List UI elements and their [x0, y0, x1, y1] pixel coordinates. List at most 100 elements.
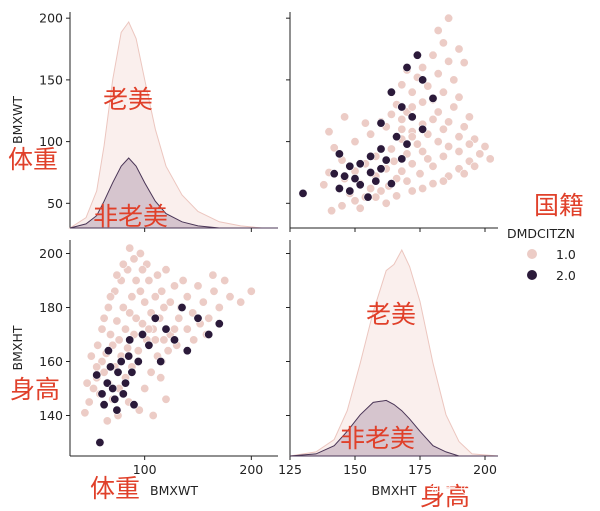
scatter-point-bottom-left-2.0 — [124, 351, 134, 361]
legend: DMDCITZN 1.0 2.0 — [507, 226, 576, 283]
scatter-point-bottom-left-1.0 — [161, 394, 171, 404]
scatter-point-bottom-left-1.0 — [153, 270, 163, 280]
scatter-point-top-right-2.0 — [407, 112, 417, 122]
annotation-weight-us: 老美 — [103, 85, 153, 114]
scatter-point-top-right-1.0 — [444, 13, 454, 23]
scatter-point-bottom-left-1.0 — [165, 297, 175, 307]
scatter-point-bottom-left-1.0 — [134, 405, 144, 415]
scatter-point-top-right-1.0 — [464, 139, 474, 149]
scatter-point-top-right-2.0 — [418, 75, 428, 85]
scatter-point-top-right-1.0 — [386, 144, 396, 154]
scatter-point-bottom-left-1.0 — [246, 286, 256, 296]
scatter-point-bottom-left-2.0 — [113, 367, 123, 377]
annotation-weight-bottom: 体重 — [90, 474, 140, 503]
scatter-point-top-right-1.0 — [459, 169, 469, 179]
scatter-point-top-right-1.0 — [428, 114, 438, 124]
scatter-point-top-right-1.0 — [444, 142, 454, 152]
scatter-point-bottom-left-1.0 — [174, 313, 184, 323]
x-axis-title-bmxht: BMXHT — [372, 483, 417, 498]
scatter-point-bottom-left-1.0 — [118, 302, 128, 312]
scatter-point-top-right-1.0 — [433, 137, 443, 147]
scatter-point-bottom-left-1.0 — [97, 324, 107, 334]
scatter-point-top-right-1.0 — [350, 137, 360, 147]
scatter-point-bottom-left-2.0 — [116, 356, 126, 366]
scatter-point-bottom-left-2.0 — [161, 324, 171, 334]
scatter-point-bottom-left-1.0 — [133, 346, 143, 356]
scatter-point-bottom-left-2.0 — [106, 362, 116, 372]
scatter-point-bottom-left-1.0 — [146, 367, 156, 377]
scatter-point-bottom-left-1.0 — [129, 254, 139, 264]
scatter-point-top-right-1.0 — [397, 80, 407, 90]
x-tick-label-ht: 150 — [343, 462, 367, 477]
annotation-nationality: 国籍 — [534, 191, 584, 220]
x-axis-title-bmxwt: BMXWT — [150, 483, 198, 498]
scatter-point-bottom-left-2.0 — [108, 383, 118, 393]
y-axis-title-bmxwt: BMXWT — [10, 96, 25, 144]
scatter-point-top-right-1.0 — [366, 184, 376, 194]
scatter-point-top-right-1.0 — [454, 147, 464, 157]
panels-group: 50 100 150 200 140 160 180 200 100 200 125 150 175 20… — [10, 11, 499, 498]
scatter-point-bottom-left-2.0 — [133, 356, 143, 366]
scatter-point-top-right-1.0 — [423, 154, 433, 164]
scatter-point-bottom-left-1.0 — [99, 313, 109, 323]
scatter-point-bottom-left-1.0 — [144, 324, 154, 334]
scatter-point-bottom-left-1.0 — [214, 302, 224, 312]
scatter-point-top-right-1.0 — [418, 97, 428, 107]
scatter-point-bottom-left-1.0 — [140, 383, 150, 393]
scatter-point-top-right-2.0 — [329, 169, 339, 179]
scatter-point-top-right-2.0 — [355, 159, 365, 169]
scatter-point-bottom-left-1.0 — [92, 362, 102, 372]
scatter-point-bottom-left-1.0 — [157, 286, 167, 296]
y-tick-label-wt: 100 — [39, 134, 63, 149]
scatter-point-bottom-left-1.0 — [131, 275, 141, 285]
scatter-point-bottom-left-1.0 — [112, 270, 122, 280]
scatter-point-top-right-2.0 — [381, 155, 391, 165]
scatter-point-top-right-2.0 — [376, 144, 386, 154]
scatter-point-bottom-left-2.0 — [118, 389, 128, 399]
scatter-point-top-right-1.0 — [428, 50, 438, 60]
scatter-point-top-right-1.0 — [454, 44, 464, 54]
x-tick-label-wt: 200 — [239, 462, 263, 477]
scatter-point-top-right-1.0 — [428, 179, 438, 189]
scatter-point-top-right-2.0 — [355, 180, 365, 190]
scatter-point-bottom-left-1.0 — [170, 281, 180, 291]
scatter-point-top-right-1.0 — [454, 132, 464, 142]
scatter-point-bottom-left-1.0 — [189, 335, 199, 345]
scatter-point-top-right-2.0 — [402, 139, 412, 149]
scatter-point-bottom-left-1.0 — [156, 373, 166, 383]
scatter-point-bottom-left-2.0 — [150, 313, 160, 323]
scatter-point-top-right-1.0 — [438, 38, 448, 48]
scatter-point-top-right-1.0 — [438, 151, 448, 161]
scatter-point-bottom-left-1.0 — [106, 292, 116, 302]
scatter-point-top-right-2.0 — [345, 186, 355, 196]
annotation-weight-left: 体重 — [8, 145, 58, 174]
scatter-point-top-right-1.0 — [324, 127, 334, 137]
scatter-point-bottom-left-1.0 — [80, 408, 90, 418]
scatter-point-bottom-left-1.0 — [209, 286, 219, 296]
scatter-point-bottom-left-2.0 — [103, 346, 113, 356]
scatter-point-bottom-left-1.0 — [159, 302, 169, 312]
scatter-point-bottom-left-1.0 — [163, 346, 173, 356]
y-axis-title-bmxht: BMXHT — [10, 325, 25, 370]
scatter-point-top-right-1.0 — [412, 139, 422, 149]
scatter-point-top-right-1.0 — [337, 201, 347, 211]
y-tick-label-ht: 140 — [39, 408, 63, 423]
scatter-point-top-right-1.0 — [433, 69, 443, 79]
scatter-point-bottom-left-1.0 — [193, 281, 203, 291]
scatter-point-top-right-1.0 — [397, 114, 407, 124]
scatter-point-top-right-1.0 — [407, 132, 417, 142]
scatter-point-top-right-1.0 — [438, 176, 448, 186]
scatter-point-top-right-1.0 — [475, 149, 485, 159]
scatter-point-top-right-1.0 — [407, 102, 417, 112]
scatter-point-bottom-left-2.0 — [129, 400, 139, 410]
scatter-point-top-right-2.0 — [412, 50, 422, 60]
scatter-point-bottom-left-2.0 — [214, 319, 224, 329]
scatter-point-top-right-2.0 — [371, 176, 381, 186]
scatter-point-bottom-left-2.0 — [95, 437, 105, 447]
scatter-point-bottom-left-2.0 — [102, 378, 112, 388]
scatter-point-top-right-2.0 — [366, 168, 376, 178]
scatter-point-bottom-left-1.0 — [112, 316, 122, 326]
y-tick-label-wt: 200 — [39, 11, 63, 26]
legend-title: DMDCITZN — [507, 226, 575, 241]
scatter-point-top-right-2.0 — [345, 161, 355, 171]
